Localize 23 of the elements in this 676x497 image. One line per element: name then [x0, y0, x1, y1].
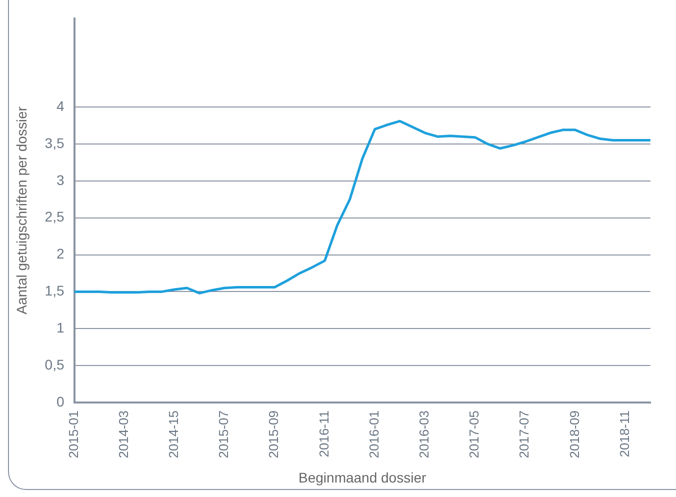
- y-axis-title: Aantal getuigschriften per dossier: [13, 106, 30, 314]
- x-tick-label: 2016-01: [366, 410, 382, 458]
- x-tick-label: 2015-01: [66, 410, 81, 458]
- x-tick-label: 2014-03: [116, 410, 131, 458]
- y-tick-label: 1: [56, 319, 64, 336]
- y-tick-label: 0,5: [44, 356, 64, 372]
- y-tick-label: 3: [56, 172, 64, 188]
- x-tick-label: 2015-09: [266, 410, 282, 458]
- y-tick-label: 2,5: [44, 208, 64, 225]
- x-axis-title: Beginmaand dossier: [298, 469, 426, 486]
- x-tick-label: 2017-07: [516, 410, 532, 458]
- y-tick-label: 3,5: [44, 134, 64, 151]
- y-tick-label: 2: [56, 246, 64, 262]
- x-tick-label: 2016-03: [416, 410, 432, 458]
- x-tick-label: 2018-11: [616, 410, 632, 458]
- x-tick-label: 2018-09: [566, 410, 582, 458]
- x-tick-label: 2016-11: [316, 410, 332, 458]
- y-tick-label: 4: [56, 98, 64, 114]
- x-tick-label: 2014-15: [166, 410, 182, 458]
- x-tick-label: 2017-05: [466, 410, 482, 458]
- y-tick-label: 1,5: [44, 282, 64, 299]
- x-tick-label: 2015-07: [216, 410, 232, 458]
- y-tick-label: 0: [56, 393, 64, 410]
